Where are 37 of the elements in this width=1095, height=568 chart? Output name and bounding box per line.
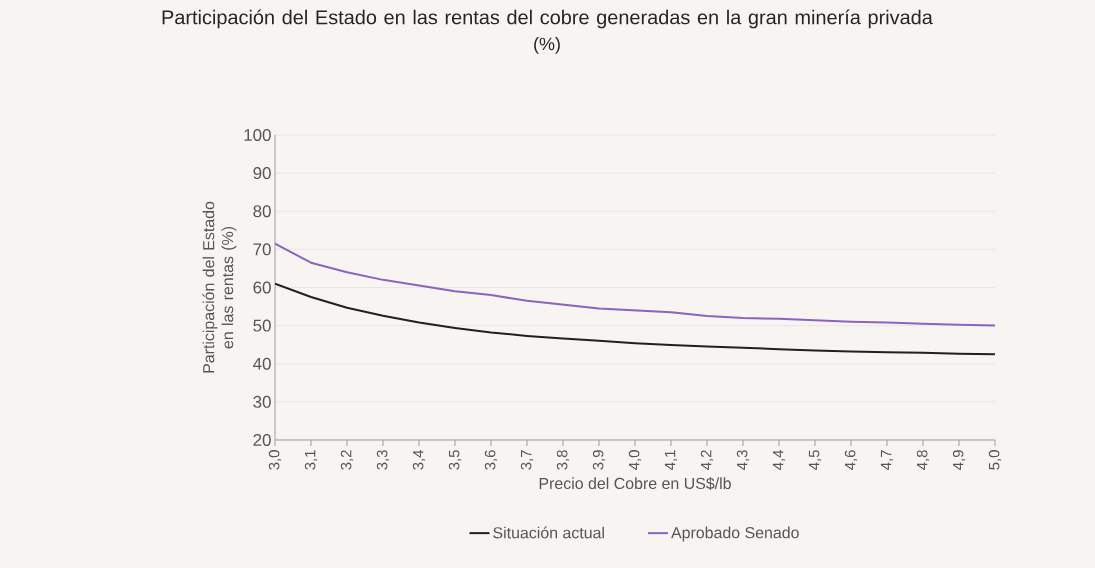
y-tick-label: 80 [253,205,271,218]
y-tick-label: 90 [253,167,271,180]
x-tick-label: 4,8 [916,450,930,470]
y-axis-title: Participación del Estado en las rentas (%) [202,201,237,373]
y-tick-label: 50 [253,319,271,332]
x-tick-label: 4,4 [772,449,786,470]
legend-label: Situación actual [493,526,604,539]
x-tick-label: 4,5 [808,450,822,470]
x-tick-label: 3,9 [592,450,606,470]
x-tick-label: 4,9 [952,450,966,470]
y-tick-label: 40 [253,357,271,370]
legend-label: Aprobado Senado [671,526,799,542]
x-tick-label: 4,1 [664,450,678,470]
x-tick-label: 3,5 [448,450,462,470]
x-tick-label: 3,2 [340,450,354,470]
x-tick-label: 4,7 [880,450,894,470]
x-tick-label: 3,1 [304,450,318,470]
y-tick-label: 30 [253,395,271,408]
chart-subtitle: (%) [534,37,560,54]
x-tick-label: 3,7 [520,450,534,470]
line-series [275,282,996,356]
x-tick-label: 4,3 [736,450,750,470]
y-tick-label: 70 [253,243,271,256]
x-tick-label: 3,8 [556,450,570,470]
x-tick-label: 4,0 [628,450,642,470]
x-tick-label: 4,2 [700,450,714,470]
x-tick-label: 5,0 [988,450,1002,470]
chart-title: Participación del Estado en las rentas del cobre generadas en la gran minería privada [162,9,933,29]
x-tick-label: 4,6 [844,450,858,470]
x-tick-label: 3,3 [376,450,390,470]
x-tick-label: 3,0 [268,450,282,470]
x-tick-label: 3,6 [484,450,498,470]
y-tick-label: 60 [253,281,271,294]
x-axis-title: Precio del Cobre en US$/lb [539,477,731,491]
x-tick-label: 3,4 [412,449,426,470]
y-tick-label: 20 [253,433,271,446]
y-tick-label: 100 [244,128,271,141]
